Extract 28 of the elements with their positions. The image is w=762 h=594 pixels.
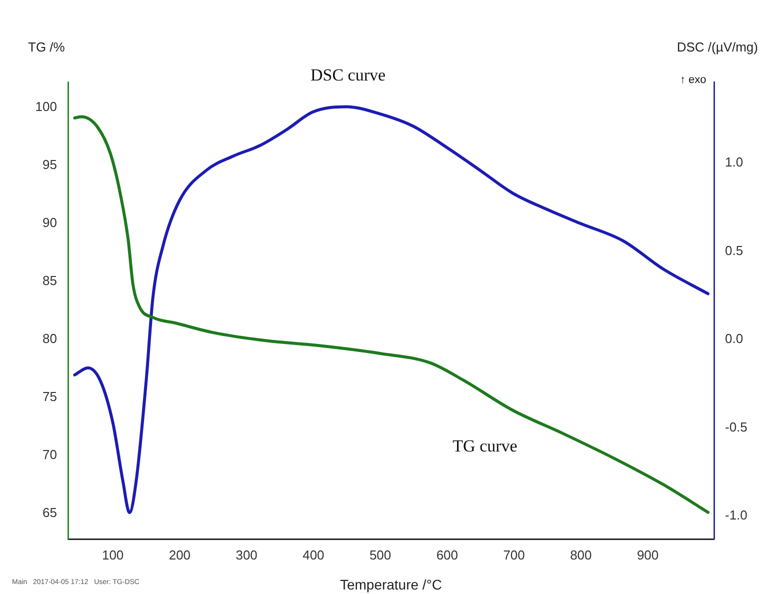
y-tick-label: 95 bbox=[42, 157, 57, 172]
y2-axis-title: DSC /(µV/mg) bbox=[676, 40, 758, 55]
x-tick-label: 400 bbox=[302, 547, 324, 562]
y-axis-title: TG /% bbox=[28, 40, 66, 55]
x-tick-label: 100 bbox=[102, 547, 124, 562]
x-axis-title: Temperature /°C bbox=[340, 576, 442, 592]
y-tick-label: 75 bbox=[42, 389, 57, 404]
annotation: DSC curve bbox=[310, 65, 386, 84]
x-tick-label: 500 bbox=[369, 547, 392, 562]
annotation: TG curve bbox=[452, 436, 518, 456]
y2-tick-label: 0.0 bbox=[725, 331, 744, 346]
y-tick-label: 65 bbox=[42, 505, 57, 520]
x-tick-label: 800 bbox=[570, 547, 592, 562]
y-tick-label: 100 bbox=[35, 99, 57, 114]
y2-tick-label: -1.0 bbox=[725, 508, 748, 523]
y2-tick-label: 1.0 bbox=[725, 154, 744, 170]
annotation: ↑ exo bbox=[680, 74, 706, 86]
x-tick-label: 200 bbox=[168, 547, 191, 562]
x-tick-label: 600 bbox=[436, 547, 458, 562]
x-tick-label: 300 bbox=[236, 547, 258, 562]
y2-tick-label: 0.5 bbox=[725, 242, 744, 258]
y-tick-label: 70 bbox=[42, 447, 57, 462]
y2-tick-label: -0.5 bbox=[725, 419, 748, 434]
y-tick-label: 90 bbox=[42, 215, 57, 230]
x-tick-label: 900 bbox=[636, 547, 659, 562]
y-tick-label: 80 bbox=[42, 331, 57, 346]
x-tick-label: 700 bbox=[503, 547, 525, 562]
y-tick-label: 85 bbox=[42, 273, 57, 288]
